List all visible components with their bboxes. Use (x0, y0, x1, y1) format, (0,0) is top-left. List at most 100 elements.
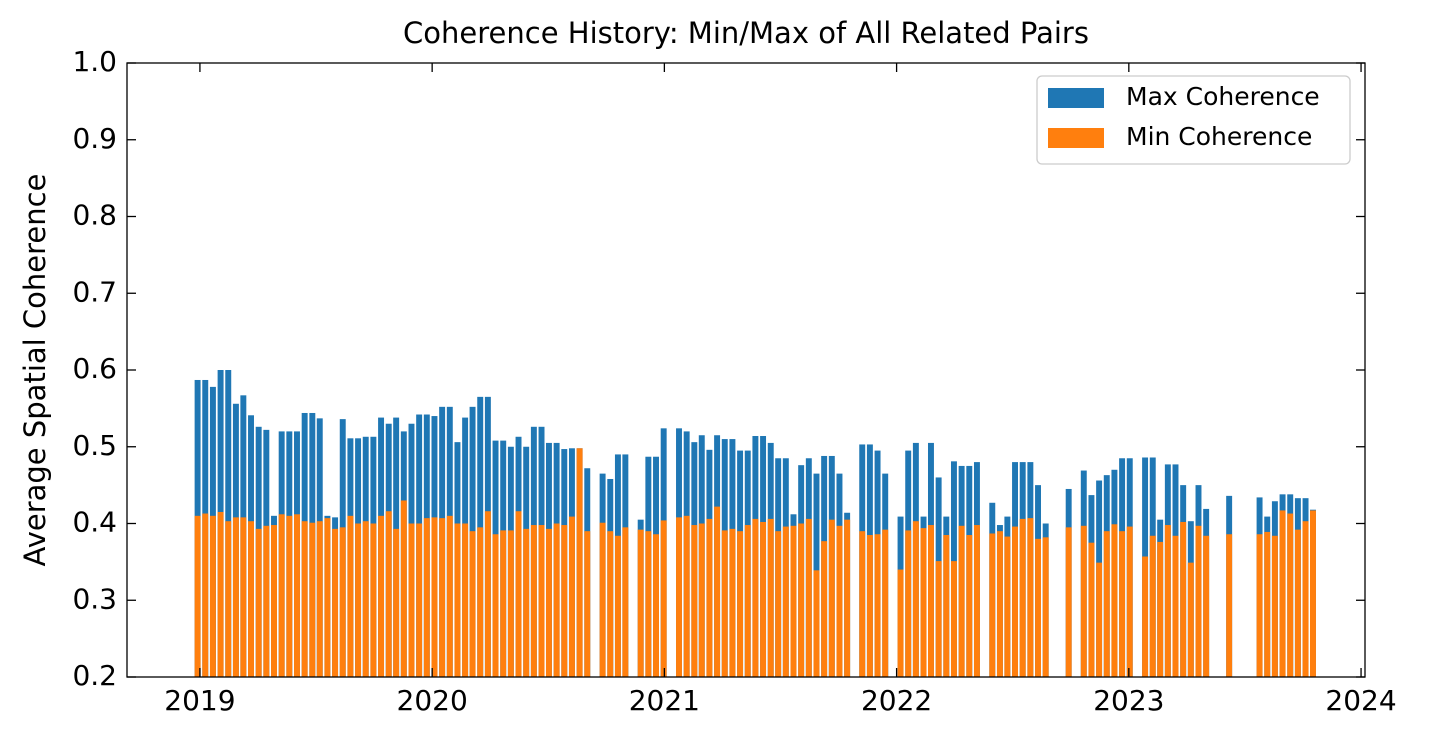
bar (538, 525, 545, 677)
bar (782, 526, 789, 677)
legend-label: Max Coherence (1126, 82, 1320, 111)
bar (958, 525, 965, 677)
bar (1256, 534, 1263, 677)
y-tick-label: 1.0 (72, 45, 117, 78)
bar (1180, 521, 1187, 677)
legend: Max Coherence Min Coherence (1036, 75, 1351, 165)
legend-label: Min Coherence (1126, 122, 1312, 151)
bar (446, 515, 453, 677)
bar (378, 515, 385, 677)
bar (836, 525, 843, 677)
bar (874, 534, 881, 677)
y-tick-label: 0.5 (72, 429, 117, 462)
bar (905, 530, 912, 677)
bar (347, 515, 354, 677)
bar (492, 534, 499, 677)
bar (821, 541, 828, 677)
bar (1080, 525, 1087, 677)
bar (729, 528, 736, 677)
bar (683, 515, 690, 677)
bar (523, 528, 530, 677)
bar (1157, 541, 1164, 677)
bar (553, 523, 560, 677)
bar (278, 514, 285, 677)
bar (477, 527, 484, 677)
bar (1065, 527, 1072, 677)
bar (828, 519, 835, 677)
bar (775, 531, 782, 677)
bar (1294, 529, 1301, 677)
bar (385, 511, 392, 677)
bar (943, 535, 950, 677)
bar (271, 525, 277, 677)
bar (439, 518, 446, 677)
bar (973, 525, 980, 677)
bar (1226, 534, 1233, 677)
bar (309, 522, 316, 677)
bar (844, 519, 851, 677)
bar (255, 528, 262, 677)
bar (790, 525, 797, 677)
bar (568, 516, 575, 677)
bar (996, 531, 1003, 677)
bar (1111, 524, 1118, 677)
bar (561, 525, 568, 677)
bar (760, 521, 767, 677)
bar (927, 525, 934, 677)
bar (423, 518, 430, 677)
bar (645, 531, 652, 677)
bar (721, 530, 728, 677)
bar (1279, 510, 1286, 677)
bar (1004, 536, 1011, 677)
bar (576, 448, 583, 677)
bar (912, 521, 919, 677)
y-tick-label: 0.9 (72, 122, 117, 155)
bar (1172, 535, 1179, 677)
x-tick-label: 2020 (397, 684, 468, 717)
bar (1126, 526, 1133, 677)
bar (263, 525, 270, 677)
bar (691, 525, 698, 677)
x-tick-label: 2019 (164, 684, 235, 717)
bar (1164, 525, 1171, 677)
bar (714, 506, 721, 677)
bar (1302, 521, 1309, 677)
bar (362, 521, 369, 677)
bar (607, 531, 614, 677)
bar (989, 533, 996, 677)
bar (316, 521, 323, 677)
bar (1019, 518, 1026, 677)
bar (805, 518, 812, 677)
x-tick-label: 2024 (1325, 684, 1396, 717)
bar (408, 523, 415, 677)
bar (966, 535, 973, 677)
bar (1264, 531, 1271, 677)
bar (500, 530, 507, 677)
bar (209, 515, 216, 677)
y-tick-label: 0.4 (72, 506, 117, 539)
bar (484, 511, 491, 677)
bar (935, 561, 942, 677)
bar (515, 511, 522, 677)
bar (1287, 513, 1294, 677)
x-tick-label: 2023 (1093, 684, 1164, 717)
bar (744, 525, 751, 677)
bar (737, 531, 744, 677)
x-tick-label: 2021 (629, 684, 700, 717)
legend-swatch (1048, 128, 1104, 148)
bar (1103, 531, 1110, 677)
y-tick-label: 0.2 (72, 659, 117, 692)
bar (454, 523, 461, 677)
bar (614, 535, 621, 677)
bar (637, 529, 644, 677)
bar (1187, 562, 1194, 677)
bar (530, 525, 537, 677)
bar (294, 514, 300, 677)
bar (332, 528, 339, 677)
bar (462, 523, 469, 677)
bar (866, 535, 873, 677)
bar (752, 518, 759, 677)
bar (324, 518, 331, 677)
y-tick-label: 0.8 (72, 199, 117, 232)
